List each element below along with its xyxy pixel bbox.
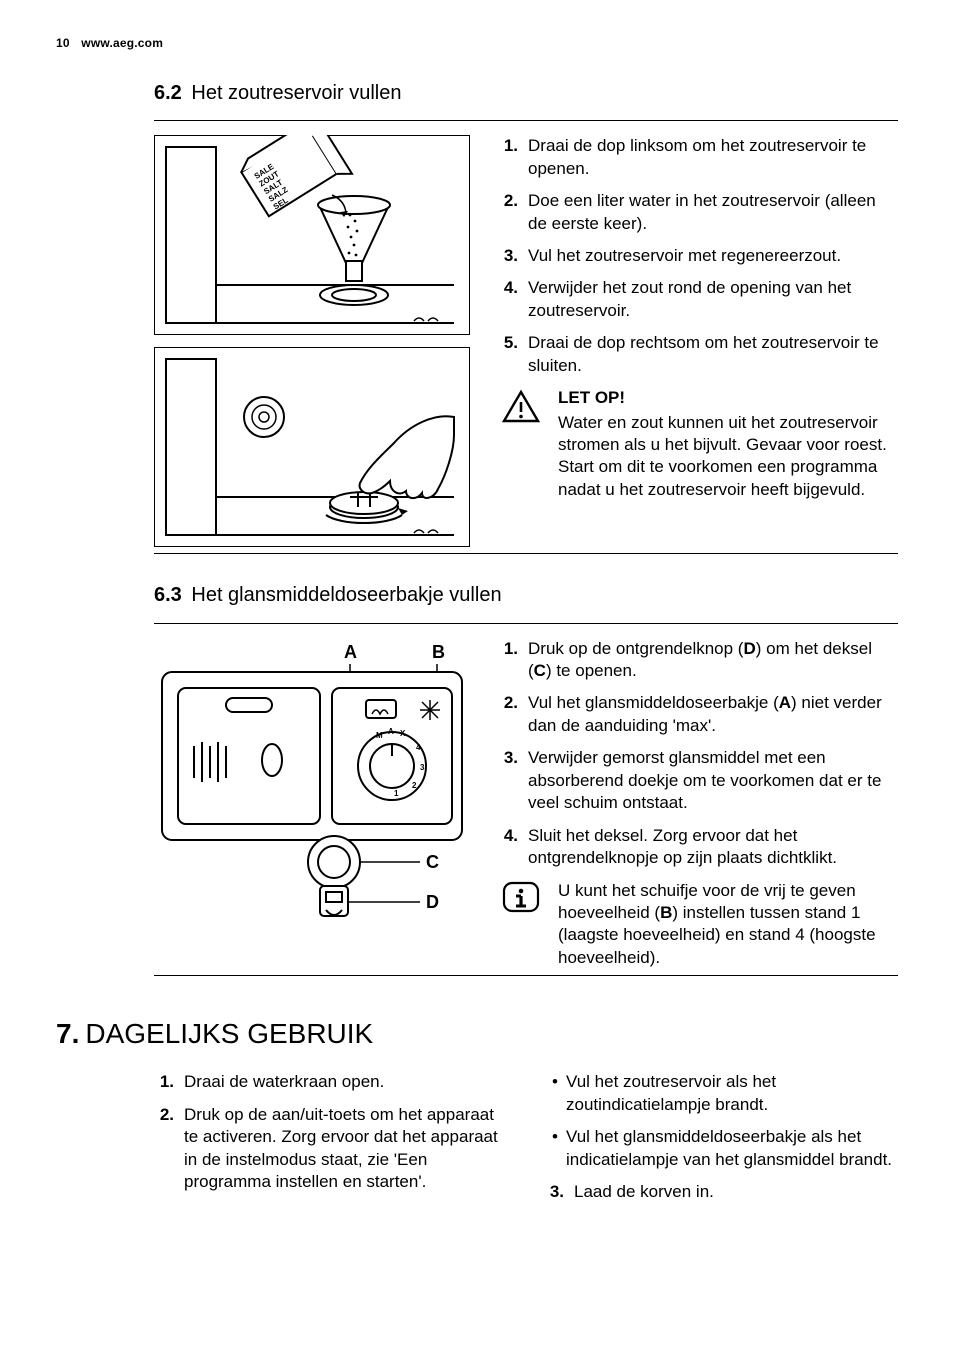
chapter-7-bullets: •Vul het zoutreservoir als het zoutindic… [544, 1071, 898, 1171]
step-num: 2. [498, 692, 528, 737]
step-num: 3. [498, 245, 528, 267]
chapter-7-right: •Vul het zoutreservoir als het zoutindic… [544, 1071, 898, 1213]
page-number: 10 [56, 36, 70, 52]
info-icon [498, 880, 544, 970]
step-text: Vul het glansmiddeldoseerbakje (A) niet … [528, 692, 898, 737]
caution-body: Water en zout kunnen uit het zoutreservo… [558, 412, 898, 502]
step-text: Draai de waterkraan open. [184, 1071, 508, 1093]
step-num: 2. [154, 1104, 184, 1194]
svg-text:2: 2 [412, 781, 417, 790]
chapter-7-left: 1.Draai de waterkraan open. 2.Druk op de… [154, 1071, 508, 1213]
rule [154, 120, 898, 121]
svg-text:M: M [376, 731, 383, 740]
section-6-3-number: 6.3 [154, 584, 182, 606]
warning-icon [498, 387, 544, 501]
label-B: B [432, 642, 445, 662]
svg-text:A: A [388, 727, 394, 736]
section-6-2-heading: 6.2 Het zoutreservoir vullen [154, 80, 898, 106]
step-text: Verwijder het zout rond de opening van h… [528, 277, 898, 322]
step-text: Draai de dop rechtsom om het zoutreservo… [528, 332, 898, 377]
chapter-7-right-steps: 3.Laad de korven in. [544, 1181, 898, 1203]
step-num: 1. [498, 135, 528, 180]
step-num: 4. [498, 825, 528, 870]
section-6-3-text: 1.Druk op de ontgrendelknop (D) om het d… [498, 638, 898, 970]
section-6-2-number: 6.2 [154, 82, 182, 104]
chapter-7-body: 1.Draai de waterkraan open. 2.Druk op de… [154, 1071, 898, 1213]
section-6-3-steps: 1.Druk op de ontgrendelknop (D) om het d… [498, 638, 898, 870]
bullet: • [544, 1071, 566, 1116]
label-D: D [426, 892, 439, 912]
step-text: Sluit het deksel. Zorg ervoor dat het on… [528, 825, 898, 870]
bullet: • [544, 1126, 566, 1171]
section-6-2-steps: 1.Draai de dop linksom om het zoutreserv… [498, 135, 898, 377]
step-text: Vul het zoutreservoir met regenereerzout… [528, 245, 898, 267]
page-header: 10 www.aeg.com [56, 36, 898, 52]
chapter-7-left-steps: 1.Draai de waterkraan open. 2.Druk op de… [154, 1071, 508, 1193]
section-6-3-body: A B [154, 638, 898, 970]
bullet-text: Vul het zoutreservoir als het zoutindica… [566, 1071, 898, 1116]
step-text: Doe een liter water in het zoutreservoir… [528, 190, 898, 235]
svg-text:3: 3 [420, 763, 425, 772]
step-num: 3. [498, 747, 528, 814]
header-url: www.aeg.com [81, 36, 163, 50]
rinse-aid-diagram: A B [154, 638, 470, 928]
section-6-2-text: 1.Draai de dop linksom om het zoutreserv… [498, 135, 898, 547]
caution-callout: LET OP! Water en zout kunnen uit het zou… [498, 387, 898, 501]
svg-text:1: 1 [394, 789, 399, 798]
step-num: 5. [498, 332, 528, 377]
section-6-3-heading: 6.3 Het glansmiddeldoseerbakje vullen [154, 582, 898, 608]
step-num: 3. [544, 1181, 574, 1203]
rule [154, 553, 898, 554]
step-text: Draai de dop linksom om het zoutreservoi… [528, 135, 898, 180]
step-text: Druk op de ontgrendelknop (D) om het dek… [528, 638, 898, 683]
info-callout: U kunt het schuifje voor de vrij te geve… [498, 880, 898, 970]
svg-text:4: 4 [416, 743, 421, 752]
caution-title: LET OP! [558, 387, 898, 409]
section-6-2-body: SALE ZOUT SALT SALZ SEL [154, 135, 898, 547]
salt-close-diagram [154, 347, 470, 547]
step-num: 2. [498, 190, 528, 235]
label-A: A [344, 642, 357, 662]
chapter-7-heading: 7.DAGELIJKS GEBRUIK [56, 1016, 898, 1053]
label-C: C [426, 852, 439, 872]
bullet-text: Vul het glansmiddeldoseerbakje als het i… [566, 1126, 898, 1171]
section-6-3-diagram-col: A B [154, 638, 470, 970]
caution-text: LET OP! Water en zout kunnen uit het zou… [558, 387, 898, 501]
section-6-2: 6.2 Het zoutreservoir vullen [56, 80, 898, 554]
step-text: Druk op de aan/uit-toets om het apparaat… [184, 1104, 508, 1194]
chapter-7-number: 7. [56, 1018, 79, 1049]
info-text: U kunt het schuifje voor de vrij te geve… [558, 880, 898, 970]
chapter-7-title: DAGELIJKS GEBRUIK [85, 1018, 373, 1049]
step-text: Laad de korven in. [574, 1181, 898, 1203]
section-6-2-diagrams: SALE ZOUT SALT SALZ SEL [154, 135, 470, 547]
step-num: 1. [498, 638, 528, 683]
svg-text:X: X [400, 729, 406, 738]
step-num: 4. [498, 277, 528, 322]
rule [154, 975, 898, 976]
section-6-3-title: Het glansmiddeldoseerbakje vullen [191, 584, 501, 606]
rule [154, 623, 898, 624]
step-text: Verwijder gemorst glansmiddel met een ab… [528, 747, 898, 814]
section-6-3: 6.3 Het glansmiddeldoseerbakje vullen A … [56, 582, 898, 976]
section-6-2-title: Het zoutreservoir vullen [191, 82, 401, 104]
salt-pour-diagram: SALE ZOUT SALT SALZ SEL [154, 135, 470, 335]
step-num: 1. [154, 1071, 184, 1093]
